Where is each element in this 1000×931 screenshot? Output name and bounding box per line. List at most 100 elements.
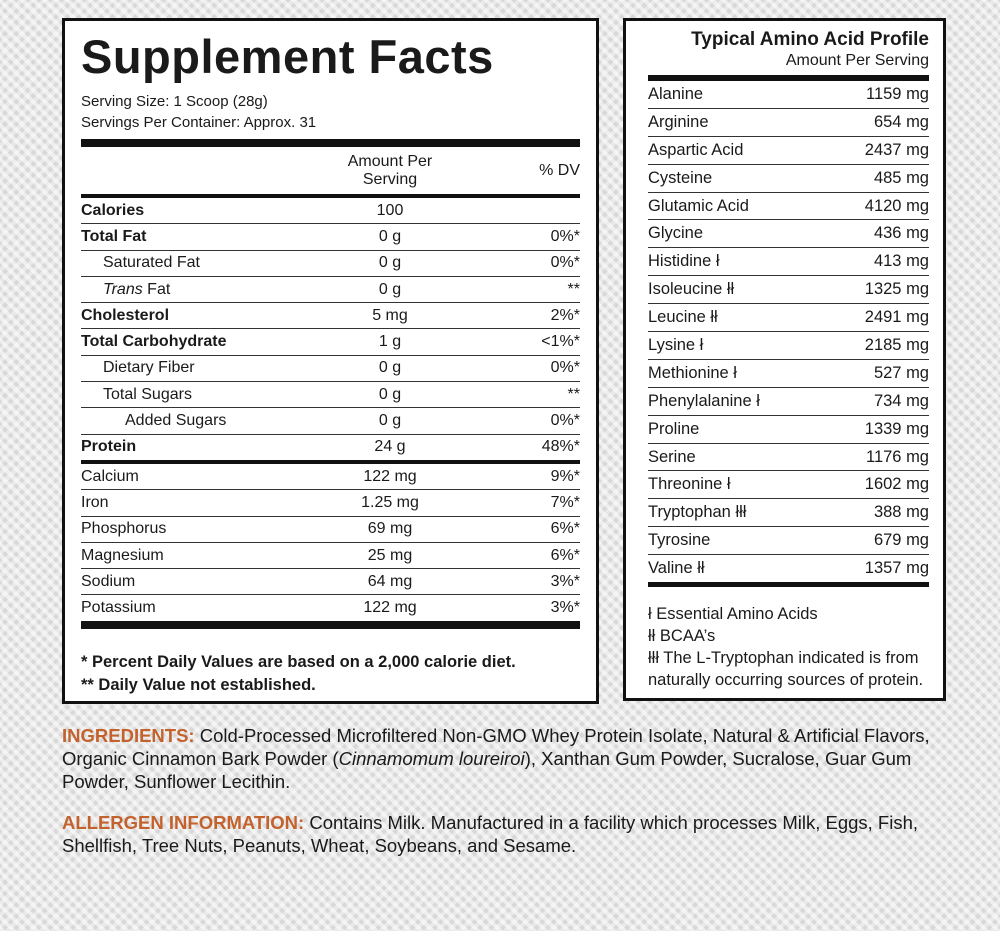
nutrient-name-cell: Saturated Fat	[81, 254, 320, 272]
nutrient-amount: 1 g	[378, 333, 402, 351]
nutrient-row: Dietary Fiber 0 g 0%*	[81, 356, 580, 383]
nutrient-name: Phosphorus	[81, 520, 167, 538]
amino-amount: 436 mg	[873, 224, 929, 243]
amino-amount: 1176 mg	[866, 447, 929, 466]
ingredients-italic: Cinnamomum loureiroi	[338, 748, 525, 769]
amino-name: Valine łł	[648, 559, 705, 578]
amino-name: Tyrosine	[648, 531, 711, 550]
amino-row: Tryptophan łłł 388 mg	[648, 499, 929, 528]
footnote: łł BCAA’s	[648, 627, 716, 646]
dv-header: % DV	[539, 161, 580, 179]
nutrient-dv: 0%*	[550, 227, 580, 245]
panel-subtitle: Amount Per Serving	[785, 52, 929, 69]
amino-amount: 679 mg	[873, 531, 929, 550]
amino-row: Arginine 654 mg	[648, 109, 929, 137]
footnote-block: * Percent Daily Values are based on a 2,…	[81, 651, 580, 697]
nutrient-name-cell: Calcium	[81, 468, 320, 486]
amino-row: Glutamic Acid 4120 mg	[648, 193, 929, 221]
footnote: * Percent Daily Values are based on a 2,…	[81, 652, 516, 671]
rule	[81, 139, 580, 147]
nutrient-row: Phosphorus 69 mg 6%*	[81, 517, 580, 543]
nutrient-amount: 69 mg	[367, 520, 413, 538]
amino-name: Lysine ł	[648, 335, 704, 354]
nutrient-amount: 5 mg	[372, 306, 408, 324]
amino-name: Tryptophan łłł	[648, 503, 747, 522]
nutrient-name-cell: Calories	[81, 202, 320, 220]
nutrient-amount: 0 g	[378, 359, 402, 377]
nutrient-name: Total Fat	[81, 227, 147, 245]
nutrient-row: Calories 100	[81, 198, 580, 225]
nutrient-name: Iron	[81, 493, 109, 511]
amount-header: Amount Per Serving	[347, 152, 433, 188]
nutrient-name: Sodium	[81, 572, 136, 590]
nutrient-name-cell: Trans Fat	[81, 281, 320, 299]
nutrient-list: Calories 100 Total Fat 0 g 0%* Saturated Fat 0…	[81, 194, 580, 460]
nutrient-amount: 122 mg	[363, 467, 417, 485]
amino-row: Alanine 1159 mg	[648, 81, 929, 109]
nutrient-name-italic: Trans	[103, 280, 143, 298]
footnotes: * Percent Daily Values are based on a 2,…	[81, 620, 580, 697]
nutrient-name-cell: Protein	[81, 438, 320, 456]
nutrient-name: Magnesium	[81, 546, 164, 564]
nutrient-dv: 3%*	[550, 599, 580, 617]
amino-row: Phenylalanine ł 734 mg	[648, 388, 929, 416]
footnote: łłł The L-Tryptophan indicated is from n…	[648, 649, 924, 690]
amino-name: Glutamic Acid	[648, 196, 749, 215]
nutrient-dv: 6%*	[550, 520, 580, 538]
amino-acid-panel: Typical Amino Acid Profile Amount Per Se…	[623, 18, 946, 701]
amino-row: Glycine 436 mg	[648, 220, 929, 249]
amino-name: Arginine	[648, 112, 709, 131]
nutrient-amount: 25 mg	[367, 546, 413, 564]
nutrient-name: Total Carbohydrate	[81, 333, 227, 351]
amino-name: Aspartic Acid	[648, 140, 744, 159]
supplement-facts-panel: Supplement Facts Serving Size: 1 Scoop (…	[62, 18, 599, 704]
nutrient-name: Calcium	[81, 467, 139, 485]
ingredients: INGREDIENTS: Cold-Processed Microfiltere…	[62, 724, 972, 793]
amino-row: Isoleucine łł 1325 mg	[648, 276, 929, 305]
nutrient-row: Added Sugars 0 g 0%*	[81, 408, 580, 435]
amino-name: Alanine	[648, 84, 704, 103]
nutrient-dv: 0%*	[550, 359, 580, 377]
nutrient-name: Cholesterol	[81, 306, 170, 324]
nutrient-name: Protein	[81, 438, 137, 456]
nutrient-name: Dietary Fiber	[103, 359, 195, 377]
amino-row: Tyrosine 679 mg	[648, 527, 929, 556]
nutrient-dv: 2%*	[550, 306, 580, 324]
nutrient-amount: 0 g	[378, 254, 402, 272]
mineral-list: Calcium 122 mg 9%* Iron 1.25 mg 7%* Phosphorus…	[81, 459, 580, 621]
nutrient-row: Total Sugars 0 g **	[81, 382, 580, 409]
amino-amount: 1357 mg	[864, 559, 929, 578]
allergen-text: Contains Milk. Manufactured in a facilit…	[62, 812, 919, 856]
allergen-info: ALLERGEN INFORMATION: Contains Milk. Man…	[62, 811, 972, 857]
amino-amount: 527 mg	[873, 363, 929, 382]
amino-amount: 1325 mg	[864, 280, 929, 299]
nutrient-row: Iron 1.25 mg 7%*	[81, 490, 580, 517]
nutrient-name: Saturated Fat	[103, 254, 200, 272]
nutrient-dv: 3%*	[550, 572, 580, 590]
nutrient-row: Magnesium 25 mg 6%*	[81, 543, 580, 570]
amino-amount: 2491 mg	[864, 308, 929, 327]
column-header: Amount Per Serving % DV	[81, 147, 580, 194]
amino-row: Methionine ł 527 mg	[648, 360, 929, 388]
nutrient-amount: 64 mg	[367, 572, 413, 590]
amino-amount: 2185 mg	[864, 335, 929, 354]
amino-row: Serine 1176 mg	[648, 444, 929, 472]
amino-amount: 1339 mg	[864, 419, 929, 438]
nutrient-row: Calcium 122 mg 9%*	[81, 464, 580, 491]
amino-name: Threonine ł	[648, 475, 731, 494]
nutrient-name-cell: Phosphorus	[81, 520, 320, 538]
amino-name: Glycine	[648, 224, 704, 243]
nutrient-dv: 0%*	[550, 412, 580, 430]
amino-amount: 734 mg	[873, 391, 929, 410]
nutrient-row: Total Fat 0 g 0%*	[81, 224, 580, 251]
nutrient-name: Fat	[147, 280, 171, 298]
amino-amount: 1602 mg	[864, 475, 929, 494]
amino-name: Proline	[648, 419, 700, 438]
nutrient-name-cell: Cholesterol	[81, 307, 320, 325]
nutrient-dv: 48%*	[541, 438, 580, 456]
nutrient-name-cell: Added Sugars	[81, 412, 320, 430]
nutrient-amount: 0 g	[378, 385, 402, 403]
amino-list: Alanine 1159 mg Arginine 654 mg Aspartic Aci…	[648, 75, 929, 582]
nutrient-amount: 122 mg	[363, 599, 417, 617]
amino-amount: 388 mg	[873, 503, 929, 522]
